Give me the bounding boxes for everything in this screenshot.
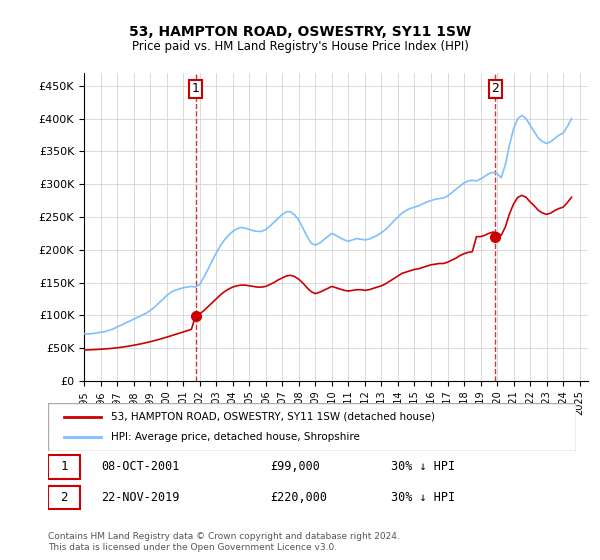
Text: 30% ↓ HPI: 30% ↓ HPI [391,460,455,473]
Text: 08-OCT-2001: 08-OCT-2001 [101,460,179,473]
Text: 22-NOV-2019: 22-NOV-2019 [101,491,179,504]
FancyBboxPatch shape [48,486,80,510]
Text: Contains HM Land Registry data © Crown copyright and database right 2024.
This d: Contains HM Land Registry data © Crown c… [48,532,400,552]
Text: HPI: Average price, detached house, Shropshire: HPI: Average price, detached house, Shro… [112,432,360,442]
Text: 1: 1 [192,82,200,95]
FancyBboxPatch shape [48,403,576,451]
Text: 53, HAMPTON ROAD, OSWESTRY, SY11 1SW: 53, HAMPTON ROAD, OSWESTRY, SY11 1SW [129,25,471,39]
Text: 1: 1 [60,460,68,473]
Text: Price paid vs. HM Land Registry's House Price Index (HPI): Price paid vs. HM Land Registry's House … [131,40,469,53]
Text: £220,000: £220,000 [270,491,327,504]
Text: £99,000: £99,000 [270,460,320,473]
Text: 53, HAMPTON ROAD, OSWESTRY, SY11 1SW (detached house): 53, HAMPTON ROAD, OSWESTRY, SY11 1SW (de… [112,412,436,422]
Text: 2: 2 [491,82,499,95]
Text: 30% ↓ HPI: 30% ↓ HPI [391,491,455,504]
Text: 2: 2 [60,491,68,504]
FancyBboxPatch shape [48,455,80,478]
